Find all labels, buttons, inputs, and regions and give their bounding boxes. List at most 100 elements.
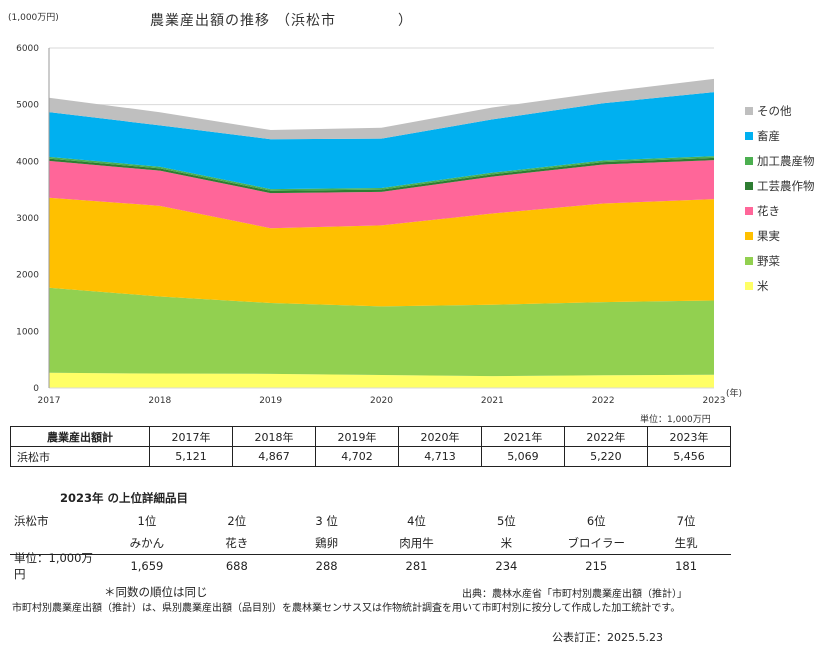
same-rank-note: ＊同数の順位は同じ bbox=[104, 585, 208, 599]
legend-label: 果実 bbox=[757, 228, 780, 243]
x-tick-label: 2019 bbox=[259, 396, 282, 406]
chart-title: 農業産出額の推移 （浜松市 ） bbox=[150, 10, 550, 30]
legend-label: 野菜 bbox=[757, 253, 780, 268]
legend-item: 加工農産物 bbox=[745, 148, 833, 173]
legend-swatch bbox=[745, 231, 753, 240]
ranking-item: みかん bbox=[129, 536, 165, 550]
x-tick-label: 2022 bbox=[592, 396, 615, 406]
y-tick-label: 3000 bbox=[16, 214, 39, 224]
ranking-rank: 2位 bbox=[227, 514, 247, 528]
chart: 0 1000 2000 3000 4000 5000 6000 2017 2018 2019 202… bbox=[16, 44, 725, 406]
totals-year-header: 2023年 bbox=[646, 426, 732, 447]
x-tick-label: 2021 bbox=[481, 396, 504, 406]
chart-title-text: 農業産出額の推移 bbox=[150, 13, 270, 29]
x-tick-label: 2018 bbox=[148, 396, 171, 406]
ranking-item: 肉用牛 bbox=[399, 536, 434, 550]
source-note: 出典：農林水産省「市町村別農業産出額（推計）」 bbox=[462, 589, 687, 600]
ranking-item: 生乳 bbox=[674, 536, 698, 550]
table-unit-label: 単位：1,000万円 bbox=[640, 415, 711, 425]
totals-year-header: 2018年 bbox=[232, 426, 316, 447]
legend-label: 畜産 bbox=[757, 128, 780, 143]
y-tick-label: 0 bbox=[33, 384, 39, 394]
area-series-加工農産物 bbox=[49, 156, 714, 191]
x-tick-label: 2017 bbox=[38, 396, 61, 406]
ranking-rank: 3 位 bbox=[315, 514, 338, 528]
y-axis-unit-label: (1,000万円) bbox=[8, 13, 59, 23]
ranking-value: 181 bbox=[675, 559, 698, 573]
area-series-野菜 bbox=[49, 287, 714, 377]
ranking-value: 288 bbox=[315, 559, 338, 573]
legend-label: その他 bbox=[757, 103, 792, 118]
legend-swatch bbox=[745, 106, 753, 115]
area-series-その他 bbox=[49, 78, 714, 140]
totals-row-header: 農業産出額計 bbox=[9, 426, 151, 447]
chart-title-city: 浜松市 bbox=[291, 13, 336, 29]
ranking-table: 浜松市 1位 2位 3 位 4位 5位 6位 7位 みかん 花き 鶏卵 肉用牛 … bbox=[10, 510, 731, 581]
title-paren-close: ） bbox=[398, 13, 413, 29]
totals-header-row: 農業産出額計 2017年 2018年 2019年 2020年 2021年 202… bbox=[9, 426, 732, 447]
legend-label: 米 bbox=[757, 278, 769, 293]
area-series-花き bbox=[49, 160, 714, 229]
totals-table: 農業産出額計 2017年 2018年 2019年 2020年 2021年 202… bbox=[9, 426, 732, 467]
area-series-畜産 bbox=[49, 92, 714, 190]
area-series-米 bbox=[49, 372, 714, 388]
ranking-rank: 1位 bbox=[137, 514, 157, 528]
ranking-rank-row: 浜松市 1位 2位 3 位 4位 5位 6位 7位 bbox=[10, 510, 731, 532]
legend-swatch bbox=[745, 131, 753, 140]
chart-areas bbox=[49, 78, 714, 388]
totals-year-header: 2020年 bbox=[397, 426, 482, 447]
ranking-rank: 4位 bbox=[407, 514, 426, 528]
legend-item: その他 bbox=[745, 98, 833, 123]
legend-swatch bbox=[745, 281, 753, 290]
totals-value-row: 浜松市 5,121 4,867 4,702 4,713 5,069 5,220 … bbox=[9, 446, 732, 467]
totals-value: 5,456 bbox=[646, 446, 732, 467]
ranking-value: 215 bbox=[585, 559, 608, 573]
totals-year-header: 2019年 bbox=[314, 426, 399, 447]
ranking-city: 浜松市 bbox=[14, 514, 49, 528]
legend-swatch bbox=[745, 206, 753, 215]
area-series-果実 bbox=[49, 197, 714, 307]
ranking-item: 米 bbox=[500, 536, 513, 550]
title-paren-open: （ bbox=[276, 13, 291, 29]
chart-legend: その他畜産加工農産物工芸農作物花き果実野菜米 bbox=[745, 98, 833, 298]
ranking-rank: 5位 bbox=[496, 514, 516, 528]
legend-label: 加工農産物 bbox=[757, 153, 815, 168]
totals-value: 4,867 bbox=[232, 446, 316, 467]
legend-label: 花き bbox=[757, 203, 780, 218]
legend-item: 工芸農作物 bbox=[745, 173, 833, 198]
revision-date: 公表訂正：2025.5.23 bbox=[552, 631, 663, 644]
ranking-value: 234 bbox=[495, 559, 518, 573]
ranking-item: ブロイラー bbox=[567, 536, 625, 550]
ranking-rank: 6位 bbox=[586, 514, 606, 528]
totals-year-header: 2022年 bbox=[563, 426, 648, 447]
ranking-title: 2023年 の上位詳細品目 bbox=[60, 491, 189, 505]
legend-item: 果実 bbox=[745, 223, 833, 248]
chart-axes: 0 1000 2000 3000 4000 5000 6000 2017 2018 2019 202… bbox=[16, 44, 725, 406]
ranking-unit: 単位：1,000万円 bbox=[14, 551, 93, 581]
y-tick-label: 4000 bbox=[16, 157, 39, 167]
legend-item: 畜産 bbox=[745, 123, 833, 148]
ranking-item: 花き bbox=[225, 536, 249, 550]
legend-swatch bbox=[745, 256, 753, 265]
area-series-工芸農作物 bbox=[49, 157, 714, 194]
ranking-item-row: みかん 花き 鶏卵 肉用牛 米 ブロイラー 生乳 bbox=[10, 532, 731, 555]
totals-year-header: 2017年 bbox=[149, 426, 233, 447]
totals-value: 4,702 bbox=[314, 446, 399, 467]
ranking-value: 281 bbox=[405, 559, 428, 573]
y-tick-label: 1000 bbox=[16, 327, 39, 337]
legend-item: 野菜 bbox=[745, 248, 833, 273]
ranking-value: 688 bbox=[225, 559, 248, 573]
y-tick-label: 2000 bbox=[16, 271, 39, 281]
ranking-rank: 7位 bbox=[676, 514, 696, 528]
ranking-value-row: 単位：1,000万円 1,659 688 288 281 234 215 181 bbox=[10, 551, 731, 581]
legend-swatch bbox=[745, 156, 753, 165]
description-note: 市町村別農業産出額（推計）は、県別農業産出額（品目別）を農林業センサス又は作物統… bbox=[12, 603, 681, 614]
totals-value: 4,713 bbox=[397, 446, 482, 467]
totals-value: 5,121 bbox=[149, 446, 233, 467]
legend-item: 花き bbox=[745, 198, 833, 223]
ranking-item: 鶏卵 bbox=[315, 536, 339, 550]
x-tick-label: 2023 bbox=[703, 396, 726, 406]
totals-value: 5,220 bbox=[563, 446, 648, 467]
legend-item: 米 bbox=[745, 273, 833, 298]
ranking-value: 1,659 bbox=[130, 559, 164, 573]
